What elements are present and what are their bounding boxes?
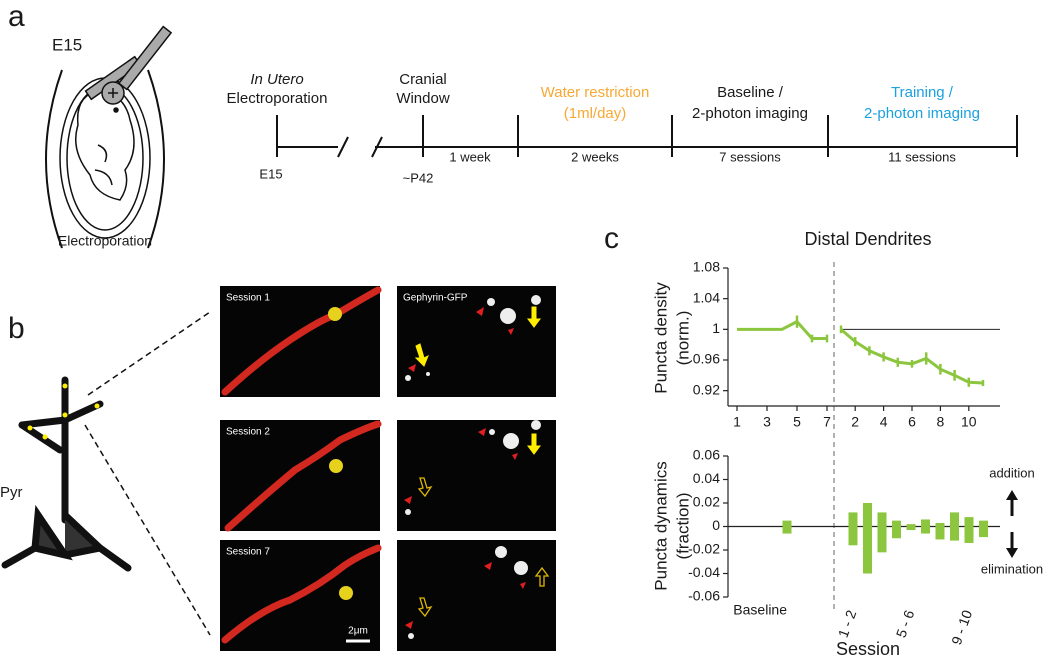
duration-label: 2 weeks [571, 149, 619, 164]
duration-label: 1 week [449, 149, 491, 164]
bar [782, 520, 792, 527]
bar [863, 503, 872, 527]
bar [964, 526, 974, 543]
y-axis-label: (fraction) [673, 492, 692, 559]
y-tick-label: -0.06 [688, 588, 720, 604]
timeline-header: In Utero [250, 71, 303, 88]
caption: Electroporation [58, 233, 152, 249]
x-tick-label: 7 [823, 414, 831, 430]
legend-arrows [1006, 490, 1018, 558]
panel-letter: a [8, 0, 25, 33]
y-tick-label: 1 [712, 320, 720, 336]
duration-label: 7 sessions [719, 149, 781, 164]
image-label: Session 1 [226, 293, 270, 304]
bar [877, 512, 887, 527]
zoom-line [87, 311, 211, 396]
x-tick-label: 5 [793, 414, 801, 430]
bar [935, 522, 945, 527]
bar [892, 526, 901, 539]
y-axis-label: Puncta density [651, 282, 670, 394]
image-label: Session 2 [226, 427, 270, 438]
y-tick-label: 0 [712, 517, 720, 533]
image-label: Session 7 [226, 547, 270, 558]
y-tick-label: 1.04 [693, 289, 720, 305]
y-axis-label: (norm.) [673, 311, 692, 366]
embryo-drawing [45, 25, 173, 249]
timeline-header: (1ml/day) [564, 105, 627, 122]
timeline-header: Window [396, 90, 450, 107]
timeline-header: Training / [891, 84, 954, 101]
bar [950, 526, 959, 541]
x-tick-label: 2 [851, 414, 859, 430]
bar [906, 524, 916, 527]
bar [979, 520, 988, 527]
x-tick-label: 6 [908, 414, 916, 430]
bar [848, 526, 858, 546]
scale-bar-label: 2μm [348, 626, 368, 637]
timeline [276, 115, 1018, 158]
spine-markers [27, 383, 100, 440]
timeline-header: Cranial [399, 71, 447, 88]
x-tick-label: Baseline [733, 602, 787, 618]
timeline-tick-label: ~P42 [403, 170, 434, 185]
x-axis-label: Session [836, 639, 900, 659]
panel-letter: b [8, 312, 25, 345]
bar [877, 526, 887, 553]
bar [921, 526, 930, 534]
timeline-header: Electroporation [227, 90, 328, 107]
micrographs [220, 286, 556, 651]
y-tick-label: -0.02 [688, 541, 720, 557]
data-line [840, 328, 984, 385]
x-tick-label: 1 [733, 414, 741, 430]
y-tick-label: 0.06 [693, 447, 720, 463]
image-label: Gephyrin-GFP [403, 293, 468, 304]
bar [782, 526, 792, 534]
y-tick-label: 0.02 [693, 494, 720, 510]
x-tick-label: 1 - 2 [835, 608, 860, 640]
zoom-line [84, 424, 211, 636]
y-tick-label: 0.04 [693, 470, 720, 486]
panel-letter: c [604, 222, 619, 255]
bar [921, 519, 930, 527]
y-tick-label: 0.92 [693, 381, 720, 397]
y-axis-label: Puncta dynamics [651, 461, 670, 590]
neuron-drawing [1, 376, 132, 572]
bar [906, 526, 916, 531]
duration-label: 11 sessions [888, 149, 956, 164]
timeline-header: 2-photon imaging [692, 105, 808, 122]
legend-label: addition [989, 465, 1035, 480]
y-tick-label: -0.04 [688, 564, 720, 580]
bar [979, 526, 988, 538]
x-tick-label: 4 [880, 414, 888, 430]
y-tick-label: 1.08 [693, 259, 720, 275]
x-tick-label: 8 [937, 414, 945, 430]
x-tick-label: 5 - 6 [893, 608, 918, 640]
x-tick-label: 3 [763, 414, 771, 430]
bar [848, 512, 858, 527]
x-tick-label: 10 [961, 414, 977, 430]
bar [950, 512, 959, 527]
y-tick-label: 0.96 [693, 351, 720, 367]
bar [935, 526, 945, 540]
bar [892, 520, 901, 527]
stage-label: E15 [52, 35, 82, 54]
neuron-label: Pyr [0, 484, 23, 501]
timeline-header: Water restriction [541, 84, 650, 101]
bar [863, 526, 872, 574]
timeline-header: Baseline / [717, 84, 784, 101]
timeline-header: 2-photon imaging [864, 105, 980, 122]
timeline-tick-label: E15 [259, 166, 282, 181]
x-tick-label: 9 - 10 [948, 608, 975, 647]
data-line [737, 319, 827, 341]
legend-label: elimination [981, 561, 1043, 576]
bar [964, 517, 974, 527]
chart-title: Distal Dendrites [804, 229, 931, 249]
